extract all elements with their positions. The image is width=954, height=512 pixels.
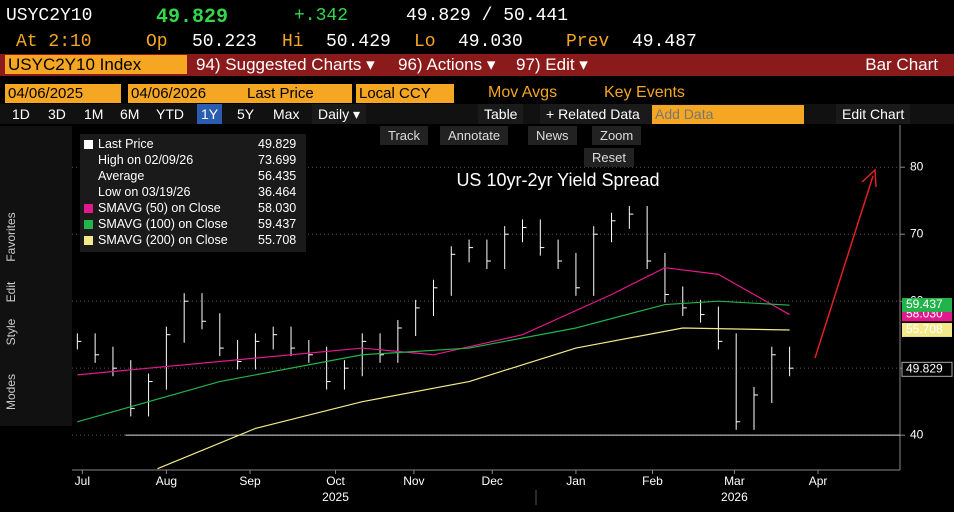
legend-label: High on 02/09/26 (98, 153, 194, 167)
x-tick-label: Jul (75, 474, 90, 488)
range-button[interactable]: YTD (156, 106, 184, 122)
moving-average (77, 267, 790, 376)
prev: 49.487 (632, 32, 697, 52)
chart-tool[interactable]: Reset (584, 148, 634, 167)
chart-tool[interactable]: Zoom (592, 126, 642, 145)
x-tick-label: Sep (239, 474, 261, 488)
chart-tool[interactable]: Annotate (440, 126, 509, 145)
legend-value: 55.708 (258, 233, 297, 247)
mov-avgs[interactable]: Mov Avgs (488, 84, 558, 101)
year-label: 2025 (322, 490, 349, 504)
x-tick-label: Dec (482, 474, 503, 488)
legend (80, 134, 306, 252)
security[interactable]: USYC2Y10 Index (5, 55, 187, 74)
last-value-label: 59.437 (906, 297, 943, 311)
legend-label: SMAVG (50) on Close (98, 201, 221, 215)
low-label: Lo (414, 32, 436, 52)
legend-label: SMAVG (100) on Close (98, 217, 228, 231)
bid-ask: 49.829 / 50.441 (406, 6, 569, 26)
prev-label: Prev (566, 32, 610, 52)
range-button[interactable]: 6M (120, 106, 140, 122)
x-tick-label: Apr (809, 474, 828, 488)
annotation-arrow (814, 175, 874, 359)
legend-swatch (84, 140, 93, 149)
x-tick-label: Nov (403, 474, 424, 488)
moving-average (157, 327, 790, 470)
period[interactable]: Daily ▾ (312, 104, 367, 124)
chart-kind: Bar Chart (865, 55, 938, 74)
x-tick-label: Oct (326, 474, 345, 488)
side-tab[interactable]: Favorites (4, 212, 18, 262)
menu-item[interactable]: 97) Edit ▾ (516, 55, 588, 74)
legend-label: Last Price (98, 137, 154, 151)
y-tick-label: 70 (910, 226, 924, 240)
y-tick-label: 80 (910, 159, 924, 173)
chart-tool[interactable]: Track (380, 126, 429, 145)
related[interactable]: + Related Data (540, 104, 652, 124)
open: 50.223 (192, 32, 257, 52)
range-button[interactable]: 1Y (197, 104, 223, 124)
chart-title: US 10yr-2yr Yield Spread (456, 170, 659, 190)
menu-bar: USYC2Y10 Index 94) Suggested Charts ▾ 96… (0, 54, 954, 76)
high-label: Hi (282, 32, 304, 52)
last: 49.829 (156, 6, 229, 29)
ticker: USYC2Y10 (6, 6, 93, 26)
side-tab[interactable]: Style (4, 318, 18, 346)
menu-item[interactable]: 96) Actions ▾ (398, 55, 496, 74)
legend-value: 49.829 (258, 137, 297, 151)
edit-chart[interactable]: Edit Chart (836, 104, 911, 124)
end-date[interactable]: 04/06/2026 (128, 84, 244, 103)
last-value-tag (902, 297, 952, 312)
table[interactable]: Table (478, 104, 524, 124)
high: 50.429 (326, 32, 391, 52)
legend-value: 73.699 (258, 153, 297, 167)
last-value-tag (901, 361, 953, 377)
chart-tool[interactable]: News (528, 126, 577, 145)
legend-value: 59.437 (258, 217, 297, 231)
x-tick-label: Aug (156, 474, 177, 488)
year-label: 2026 (721, 490, 748, 504)
range-button[interactable]: 5Y (237, 106, 255, 122)
range-button[interactable]: 3D (48, 106, 66, 122)
y-tick-label: 40 (910, 427, 924, 441)
currency[interactable]: Local CCY (356, 84, 454, 103)
legend-swatch (84, 236, 93, 245)
change: +.342 (294, 6, 349, 26)
x-tick-label: Feb (642, 474, 663, 488)
key-events[interactable]: Key Events (604, 84, 685, 101)
legend-swatch (84, 220, 93, 229)
legend-value: 58.030 (258, 201, 297, 215)
moving-average (77, 300, 790, 423)
legend-swatch (84, 204, 93, 213)
time: At 2:10 (16, 32, 92, 52)
arrow-head (861, 168, 877, 188)
last-value-label: 55.708 (906, 322, 943, 336)
side-tab[interactable]: Modes (4, 373, 18, 411)
legend-value: 56.435 (258, 169, 297, 183)
menu-item[interactable]: 94) Suggested Charts ▾ (196, 55, 375, 74)
sidebar (0, 126, 72, 426)
last-value-label: 49.829 (906, 361, 943, 375)
field[interactable]: Last Price (244, 84, 352, 103)
legend-label: Average (98, 169, 145, 183)
x-tick-label: Mar (724, 474, 745, 488)
x-tick-label: Jan (566, 474, 585, 488)
legend-label: Low on 03/19/26 (98, 185, 191, 199)
legend-value: 36.464 (258, 185, 297, 199)
legend-label: SMAVG (200) on Close (98, 233, 228, 247)
range-button[interactable]: 1D (12, 106, 30, 122)
low: 49.030 (458, 32, 523, 52)
last-value-tag (902, 322, 952, 337)
range-button[interactable]: 1M (84, 106, 104, 122)
range-button[interactable]: Max (273, 106, 300, 122)
open-label: Op (146, 32, 168, 52)
start-date[interactable]: 04/06/2025 (5, 84, 121, 103)
add-data[interactable]: Add Data (652, 105, 804, 124)
